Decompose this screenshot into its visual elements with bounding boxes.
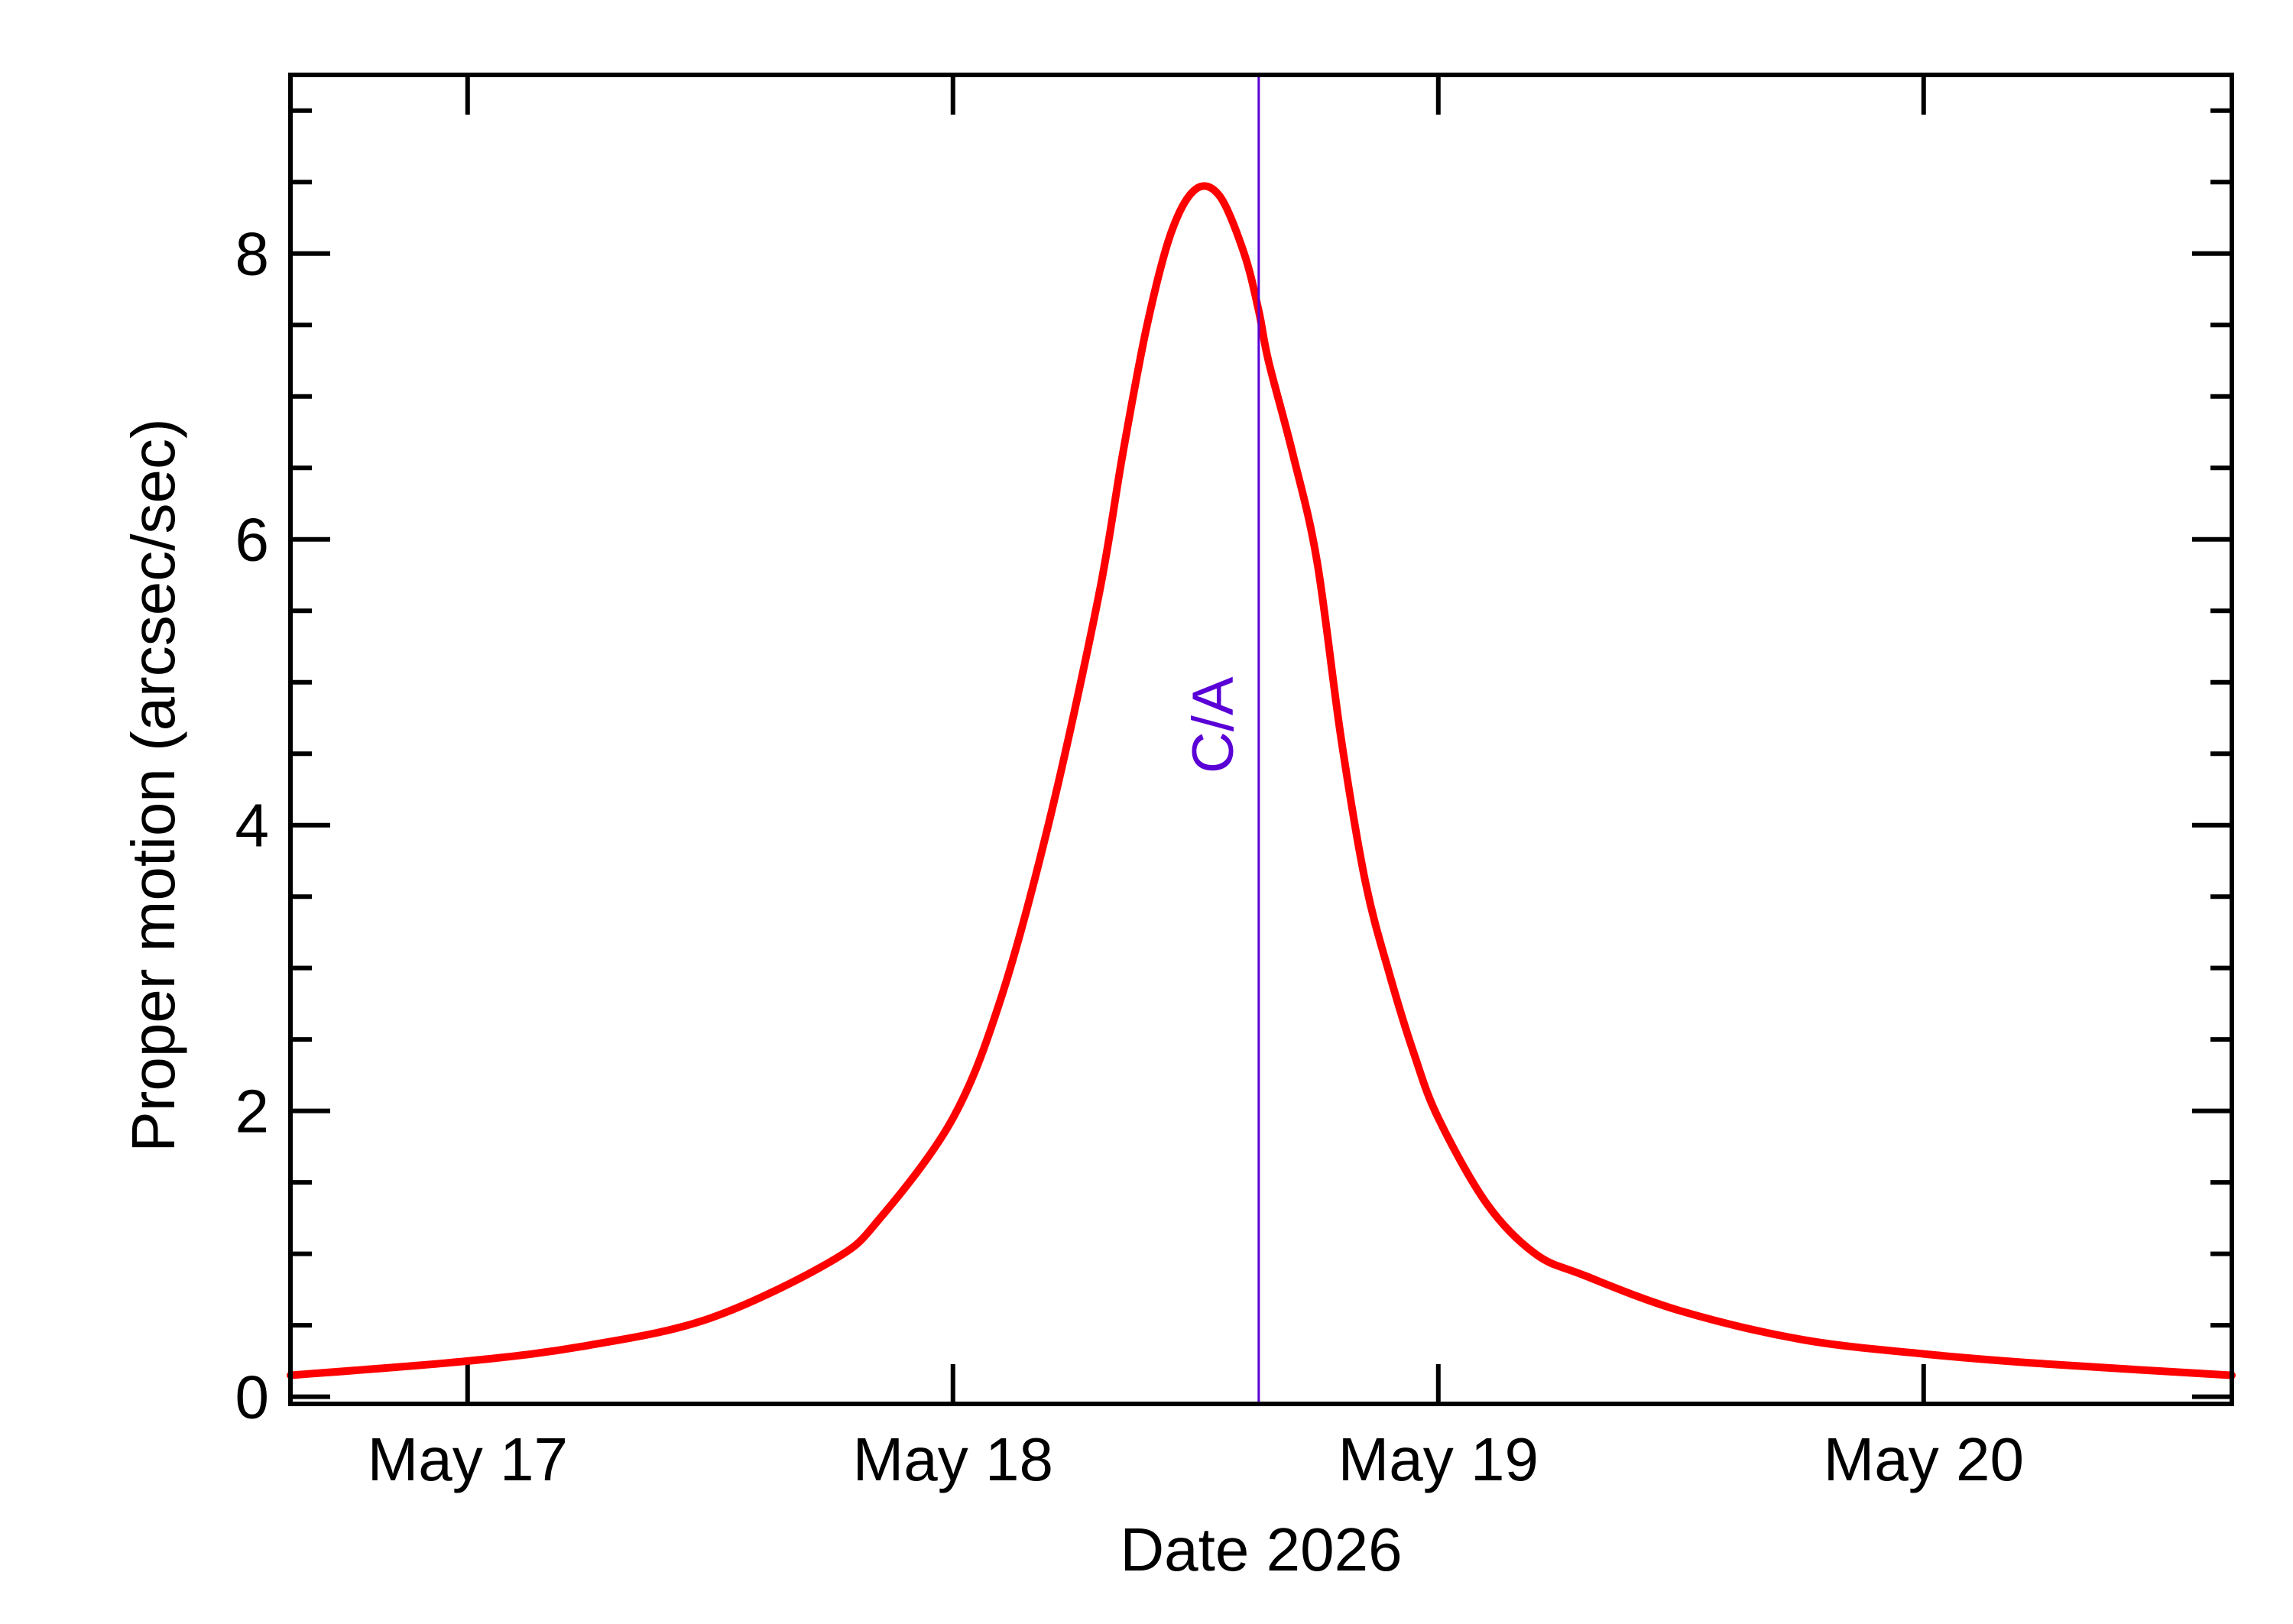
axis-ticks xyxy=(290,75,2232,1404)
y-tick-label: 8 xyxy=(235,220,270,288)
y-tick-label: 2 xyxy=(235,1078,270,1146)
x-tick-label: May 18 xyxy=(853,1425,1053,1493)
y-tick-label: 6 xyxy=(235,506,270,574)
tick-labels: May 17 May 18 May 19 May 20 0 2 4 6 8 xyxy=(235,220,2024,1493)
x-tick-label: May 17 xyxy=(368,1425,568,1493)
x-tick-label: May 20 xyxy=(1824,1425,2024,1493)
y-tick-label: 4 xyxy=(235,792,270,860)
annotation-layer: C/A xyxy=(1181,75,1260,1404)
x-axis-label: Date 2026 xyxy=(1120,1515,1402,1583)
series-line xyxy=(287,182,2236,1379)
x-tick-label: May 19 xyxy=(1338,1425,1539,1493)
y-axis-label: Proper motion (arcsec/sec) xyxy=(119,418,187,1152)
y-tick-label: 0 xyxy=(235,1363,270,1431)
plot-frame xyxy=(288,73,2234,1406)
series-layer xyxy=(287,182,2236,1379)
closest-approach-label: C/A xyxy=(1181,676,1246,773)
